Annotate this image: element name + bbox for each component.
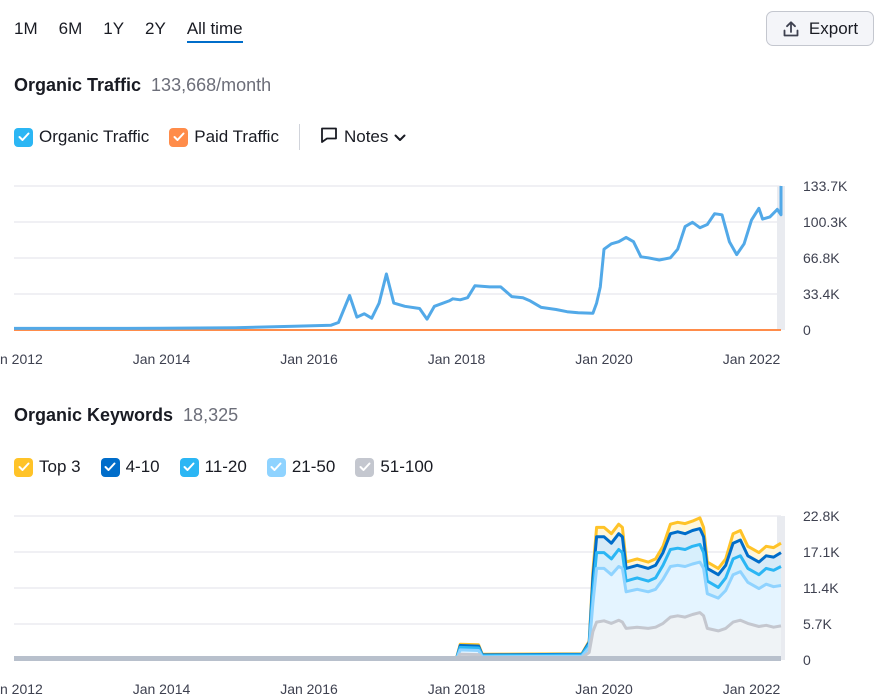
- legend-4-10[interactable]: 4-10: [100, 457, 160, 477]
- organic-keywords-value: 18,325: [183, 405, 239, 425]
- date-range-selector: 1M 6M 1Y 2Y All time: [14, 18, 264, 43]
- x-tick-label: Jan 2014: [133, 351, 191, 367]
- notes-dropdown[interactable]: Notes: [320, 126, 406, 149]
- x-tick-label: Jan 2014: [133, 681, 191, 697]
- x-tick-label: Jan 2020: [575, 681, 633, 697]
- x-tick-label: Jan 2022: [723, 351, 781, 367]
- series-line-organic-traffic: [14, 186, 783, 330]
- legend-51-100[interactable]: 51-100: [355, 457, 433, 477]
- legend-label: Paid Traffic: [194, 127, 279, 146]
- checkbox-checked-icon[interactable]: [355, 457, 375, 477]
- keywords-legend: Top 3 4-10 11-20 21-50 51-100: [14, 457, 453, 477]
- checkbox-checked-icon[interactable]: [14, 457, 33, 477]
- series-line-51-100: [14, 611, 782, 661]
- organic-traffic-value: 133,668/month: [151, 75, 272, 95]
- comment-icon: [320, 126, 338, 149]
- legend-11-20[interactable]: 11-20: [179, 457, 247, 477]
- legend-label: 11-20: [204, 457, 247, 476]
- x-tick-label: Jan 2016: [280, 681, 338, 697]
- y-tick-label: 133.7K: [803, 178, 848, 194]
- legend-label: 4-10: [125, 457, 160, 476]
- x-tick-label: Jan 2012: [0, 681, 43, 697]
- traffic-legend: Organic Traffic Paid Traffic Notes: [14, 124, 406, 150]
- legend-divider: [298, 124, 300, 150]
- x-tick-label: Jan 2016: [280, 351, 338, 367]
- range-2y-button[interactable]: 2Y: [145, 19, 166, 38]
- organic-traffic-chart: 133.7K 100.3K 66.8K 33.4K 0 Jan 2012 Jan 2014 J…: [0, 170, 886, 375]
- legend-label: Organic Traffic: [39, 127, 150, 146]
- checkbox-checked-icon[interactable]: [169, 127, 189, 147]
- legend-paid-traffic[interactable]: Paid Traffic: [169, 127, 279, 147]
- organic-keywords-heading: Organic Keywords 18,325: [14, 405, 238, 426]
- range-6m-button[interactable]: 6M: [58, 19, 83, 38]
- range-all-time-button[interactable]: All time: [186, 18, 243, 43]
- y-tick-label: 5.7K: [803, 616, 832, 632]
- organic-traffic-title: Organic Traffic: [14, 75, 142, 95]
- organic-traffic-chart-svg: 133.7K 100.3K 66.8K 33.4K 0 Jan 2012 Jan 2014 J…: [0, 178, 848, 367]
- y-tick-label: 17.1K: [803, 544, 840, 560]
- checkbox-checked-icon[interactable]: [14, 127, 33, 147]
- y-tick-label: 0: [803, 652, 811, 668]
- export-label: Export: [808, 18, 859, 38]
- x-tick-label: Jan 2018: [428, 351, 486, 367]
- export-button[interactable]: Export: [766, 11, 874, 46]
- organic-traffic-heading: Organic Traffic 133,668/month: [14, 75, 271, 96]
- y-tick-label: 0: [803, 322, 811, 338]
- series-line-21-50: [14, 560, 782, 661]
- chevron-down-icon: [394, 127, 406, 147]
- legend-label: 51-100: [380, 457, 434, 476]
- x-tick-label: Jan 2012: [0, 351, 43, 367]
- checkbox-checked-icon[interactable]: [100, 457, 120, 477]
- x-tick-label: Jan 2020: [575, 351, 633, 367]
- organic-keywords-title: Organic Keywords: [14, 405, 174, 425]
- y-tick-label: 66.8K: [803, 250, 840, 266]
- upload-icon: [782, 20, 800, 38]
- organic-keywords-chart-svg: 22.8K 17.1K 11.4K 5.7K 0 Jan 2012 Jan 2014 Jan …: [0, 508, 840, 697]
- current-period-marker: [777, 186, 785, 330]
- series-area-51-100: [14, 612, 781, 660]
- y-tick-label: 100.3K: [803, 214, 848, 230]
- legend-21-50[interactable]: 21-50: [266, 457, 336, 477]
- range-1y-button[interactable]: 1Y: [103, 19, 125, 38]
- x-tick-label: Jan 2022: [723, 681, 781, 697]
- y-tick-label: 33.4K: [803, 286, 840, 302]
- x-tick-label: Jan 2018: [428, 681, 486, 697]
- legend-organic-traffic[interactable]: Organic Traffic: [14, 127, 149, 147]
- legend-label: 21-50: [291, 457, 336, 476]
- baseline-strip: [14, 656, 781, 661]
- legend-label: Top 3: [39, 457, 81, 476]
- checkbox-checked-icon[interactable]: [266, 457, 286, 477]
- notes-label: Notes: [343, 127, 389, 146]
- y-tick-label: 22.8K: [803, 508, 840, 524]
- checkbox-checked-icon[interactable]: [179, 457, 199, 477]
- range-1m-button[interactable]: 1M: [14, 19, 38, 38]
- y-tick-label: 11.4K: [803, 580, 839, 596]
- legend-top-3[interactable]: Top 3: [14, 457, 81, 477]
- organic-keywords-chart: 22.8K 17.1K 11.4K 5.7K 0 Jan 2012 Jan 2014 Jan …: [0, 500, 886, 700]
